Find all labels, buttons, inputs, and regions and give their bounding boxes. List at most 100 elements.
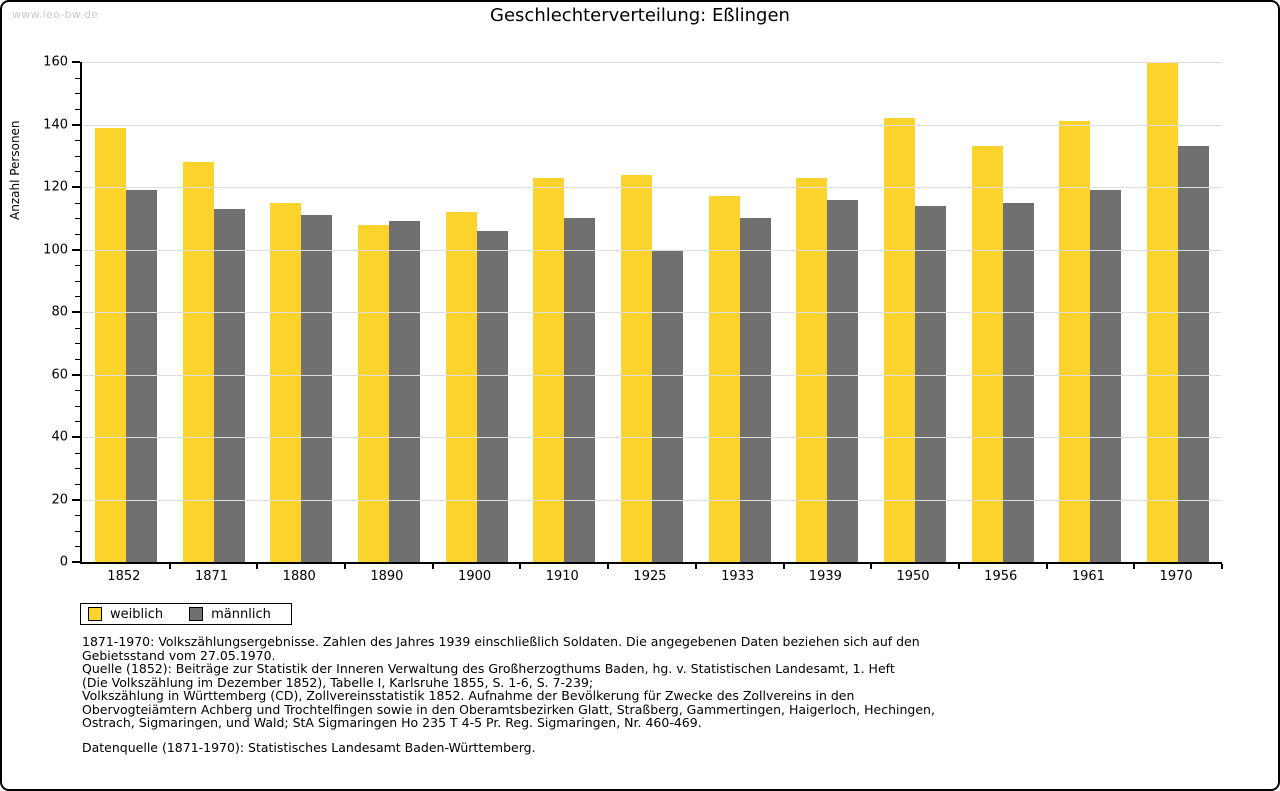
bar-männlich-1970: [1178, 146, 1210, 562]
bar-männlich-1852: [125, 190, 157, 562]
footer-line: Obervogteiämtern Achberg und Trochtelfin…: [82, 701, 935, 717]
y-axis-tick: [75, 483, 80, 485]
y-axis-tick-label: 140: [43, 117, 68, 132]
x-axis-tick: [957, 564, 960, 569]
bar-weiblich-1880: [270, 202, 302, 562]
x-axis-label: 1852: [107, 569, 141, 584]
bar-group-1880: [257, 62, 345, 562]
bar-weiblich-1925: [620, 174, 652, 562]
bar-group-1956: [959, 62, 1047, 562]
legend-item-männlich: männlich: [189, 607, 271, 622]
x-axis-tick: [344, 564, 347, 569]
y-axis-tick: [75, 530, 80, 532]
bar-weiblich-1950: [884, 118, 916, 562]
legend: weiblich männlich: [80, 603, 292, 625]
gridline: [82, 312, 1222, 313]
x-axis-tick: [519, 564, 522, 569]
bar-männlich-1910: [564, 218, 596, 562]
x-axis-label: 1871: [194, 569, 229, 584]
x-axis-tick: [256, 564, 259, 569]
y-axis-tick: [75, 202, 80, 204]
x-axis-labels: 1852 1871 1880 1890 1900 1910 1925 1933 1939 1950…: [80, 569, 1220, 584]
x-axis-label: 1900: [458, 569, 492, 584]
bar-männlich-1890: [388, 221, 420, 562]
bar-männlich-1900: [476, 230, 508, 562]
y-axis-tick: [72, 123, 80, 126]
y-axis-tick-label: 120: [43, 179, 68, 195]
footer-line: (Die Volkszählung im Dezember 1852), Tab…: [82, 674, 594, 690]
legend-swatch-weiblich: [88, 607, 102, 621]
plot-area: 0 20 40 60 80 100 120 140 160: [43, 55, 1223, 570]
y-axis-tick: [75, 468, 80, 470]
bar-group-1950: [871, 62, 959, 562]
x-axis-label: 1939: [808, 569, 842, 584]
bar-männlich-1871: [213, 208, 245, 562]
bar-männlich-1950: [915, 205, 947, 562]
footer-line: Ostrach, Sigmaringen, und Wald; StA Sigm…: [82, 715, 702, 730]
x-axis-label: 1933: [721, 569, 755, 584]
y-axis-tick: [75, 343, 80, 345]
y-axis-tick-label: 40: [51, 429, 68, 445]
bar-männlich-1933: [739, 218, 771, 562]
footnotes: 1871-1970: Volkszählungsergebnisse. Zahl…: [82, 635, 1202, 730]
bar-group-1900: [433, 62, 521, 562]
x-axis-label: 1956: [984, 569, 1018, 584]
gridline: [82, 187, 1222, 188]
bar-männlich-1961: [1090, 190, 1122, 562]
y-axis-tick: [72, 186, 80, 188]
bar-männlich-1956: [1002, 202, 1034, 562]
y-axis-tick: [75, 140, 80, 142]
bar-group-1925: [608, 62, 696, 562]
y-axis-tick: [72, 436, 80, 438]
y-axis-tick: [72, 498, 80, 501]
y-axis-tick: [75, 280, 80, 282]
x-axis-label: 1910: [545, 569, 579, 584]
y-axis-tick: [75, 358, 80, 360]
x-axis-tick: [431, 564, 434, 569]
y-axis-tick-label: 160: [43, 54, 68, 70]
bar-group-1933: [696, 62, 784, 562]
y-axis-tick: [75, 265, 80, 267]
y-axis-tick: [72, 61, 80, 63]
bar-group-1871: [170, 62, 258, 562]
x-axis-tick: [1133, 564, 1136, 569]
y-axis-tick: [72, 373, 80, 376]
legend-label: weiblich: [110, 606, 164, 622]
gridline: [82, 249, 1222, 251]
x-axis-label: 1890: [370, 569, 404, 584]
datasource-line: Datenquelle (1871-1970): Statistisches L…: [82, 740, 536, 755]
y-axis-tick: [75, 452, 80, 454]
y-axis-tick: [75, 296, 80, 298]
y-axis-tick: [75, 421, 80, 423]
x-axis-tick: [607, 564, 610, 569]
bar-weiblich-1890: [357, 224, 389, 562]
bar-group-1970: [1134, 62, 1222, 562]
y-axis-tick: [75, 233, 80, 235]
footer-line: Quelle (1852): Beiträge zur Statistik de…: [82, 661, 895, 676]
footer-line: 1871-1970: Volkszählungsergebnisse. Zahl…: [82, 634, 920, 649]
bar-weiblich-1871: [182, 162, 214, 562]
y-axis-tick: [75, 77, 80, 79]
y-axis-tick: [75, 515, 80, 517]
y-axis-tick: [75, 155, 80, 157]
bar-männlich-1880: [301, 215, 333, 562]
footer-line: Gebietsstand vom 27.05.1970.: [82, 647, 276, 663]
x-axis-tick: [1221, 564, 1223, 569]
bar-group-1910: [520, 62, 608, 562]
y-axis-tick: [75, 405, 80, 407]
y-axis-tick: [72, 561, 80, 563]
bar-weiblich-1939: [796, 177, 828, 562]
bar-weiblich-1961: [1059, 121, 1091, 562]
x-axis-label: 1961: [1071, 569, 1105, 584]
bar-groups: [82, 62, 1222, 562]
x-axis-tick: [870, 564, 873, 569]
gridline: [82, 62, 1222, 63]
gridline: [82, 499, 1222, 501]
bar-weiblich-1956: [971, 146, 1003, 562]
y-axis-tick-label: 80: [51, 304, 68, 320]
y-axis-tick: [75, 171, 80, 173]
y-axis-tick-label: 20: [51, 492, 68, 507]
x-axis-tick: [694, 564, 697, 569]
y-axis-tick: [75, 390, 80, 392]
